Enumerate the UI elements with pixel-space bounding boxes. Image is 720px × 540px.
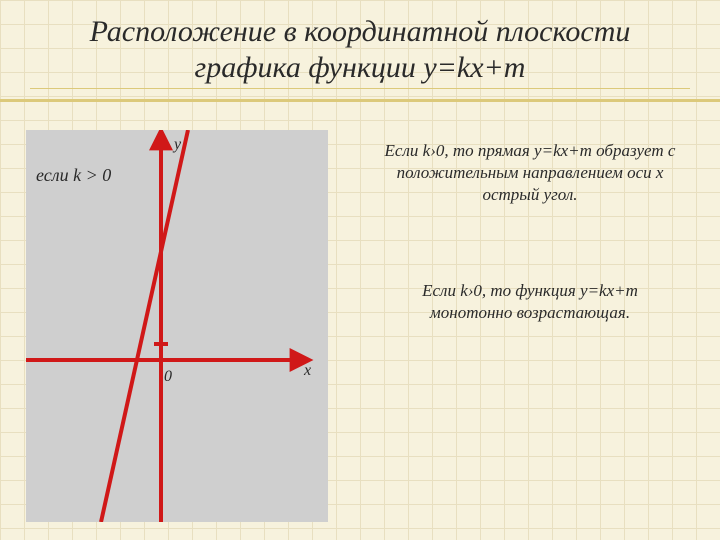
function-line — [101, 130, 188, 522]
text-block-1: Если k›0, то прямая y=kx+m образует с по… — [380, 140, 680, 206]
title-line-1: Расположение в координатной плоскости — [90, 15, 631, 48]
origin-label: 0 — [164, 368, 172, 386]
chart: y x 0 если k > 0 — [26, 130, 328, 522]
page-title: Расположение в координатной плоскости гр… — [0, 8, 720, 102]
chart-svg — [26, 130, 328, 522]
title-line-2: графика функции y=kx+m — [195, 51, 526, 84]
text-block-2: Если k›0, то функция y=kx+m монотонно во… — [380, 280, 680, 324]
condition-label: если k > 0 — [36, 165, 111, 186]
x-axis-label: x — [304, 362, 311, 380]
y-axis-label: y — [174, 136, 181, 154]
